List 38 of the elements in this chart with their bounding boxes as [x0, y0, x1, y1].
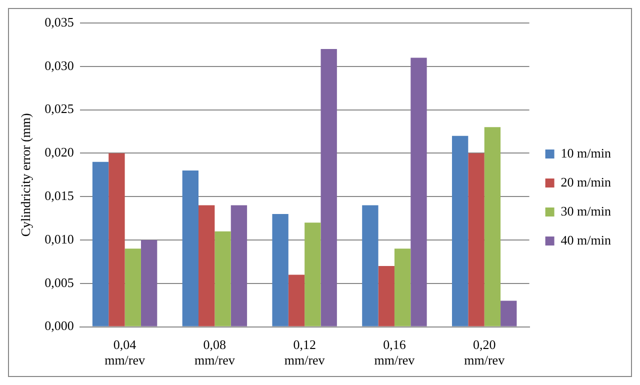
bar [500, 300, 517, 326]
bar [304, 222, 321, 326]
y-tick-label: 0,005 [44, 274, 74, 290]
bar [378, 266, 394, 326]
x-tick-label: 0,16 mm/rev [374, 337, 416, 368]
bar [320, 49, 337, 326]
y-tick-label: 0,025 [44, 101, 74, 116]
bar [182, 170, 199, 326]
x-tick-label: 0,04 mm/rev [104, 337, 146, 368]
bar [362, 205, 378, 326]
bar [140, 240, 158, 326]
y-tick-label: 0,020 [44, 144, 74, 160]
y-tick-label: 0,015 [44, 188, 74, 204]
y-tick-label: 0,000 [44, 318, 74, 334]
x-tick-label: 0,20 mm/rev [464, 337, 506, 368]
bar [272, 214, 288, 326]
x-tick-label: 0,08 mm/rev [194, 337, 236, 368]
y-axis-title: Cylindricity error (mm) [18, 113, 34, 237]
bar [198, 205, 215, 326]
legend-label: 30 m/min [560, 203, 612, 218]
legend-label: 20 m/min [560, 174, 612, 190]
bar [124, 248, 141, 326]
legend-label: 10 m/min [560, 145, 612, 160]
legend-label: 40 m/min [560, 232, 612, 248]
bar [214, 231, 231, 326]
bar [288, 274, 305, 326]
bar [410, 58, 427, 326]
y-tick-label: 0,010 [44, 231, 74, 246]
bar [452, 136, 468, 326]
bar [394, 248, 411, 326]
bar [484, 127, 501, 326]
bar [468, 153, 484, 326]
y-tick-label: 0,035 [44, 14, 74, 30]
bar [230, 205, 248, 326]
x-tick-label: 0,12 mm/rev [284, 337, 326, 368]
bar [108, 153, 125, 326]
bar [92, 162, 109, 326]
y-tick-label: 0,030 [44, 58, 74, 73]
